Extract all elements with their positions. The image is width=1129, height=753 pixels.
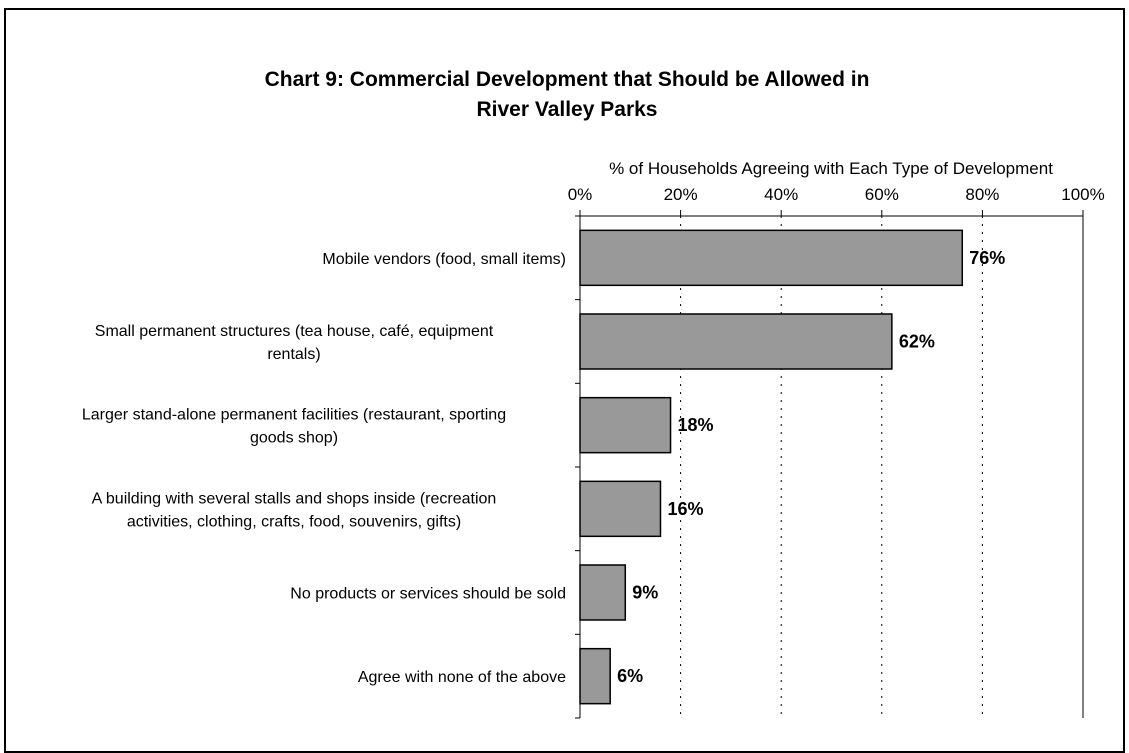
bar (579, 564, 627, 621)
bar (579, 396, 672, 454)
category-label: Mobile vendors (food, small items) (322, 251, 566, 268)
x-tick-label: 40% (764, 185, 798, 204)
bar (579, 229, 964, 287)
x-axis-title: % of Households Agreeing with Each Type … (609, 159, 1053, 178)
data-label: 16% (667, 499, 703, 519)
x-tick-label: 100% (1061, 185, 1104, 204)
chart-title-line-1: Chart 9: Commercial Development that Sho… (265, 68, 870, 91)
x-tick-label: 20% (664, 185, 698, 204)
category-label: Small permanent structures (tea house, c… (95, 323, 494, 363)
chart-title-line-2: River Valley Parks (477, 98, 658, 121)
data-label: 62% (899, 332, 935, 352)
x-tick-label: 60% (865, 185, 899, 204)
data-label: 18% (678, 415, 714, 435)
x-tick-label: 0% (568, 185, 593, 204)
category-label: No products or services should be sold (290, 586, 566, 603)
category-label: Agree with none of the above (358, 669, 566, 686)
data-label: 76% (969, 248, 1005, 268)
data-label: 6% (617, 666, 643, 686)
category-label: Larger stand-alone permanent facilities … (82, 407, 506, 447)
category-label: A building with several stalls and shops… (92, 490, 497, 530)
data-label: 9% (632, 583, 658, 603)
bar (579, 647, 611, 705)
x-tick-label: 80% (965, 185, 999, 204)
bar (579, 313, 893, 370)
bar (579, 480, 662, 538)
